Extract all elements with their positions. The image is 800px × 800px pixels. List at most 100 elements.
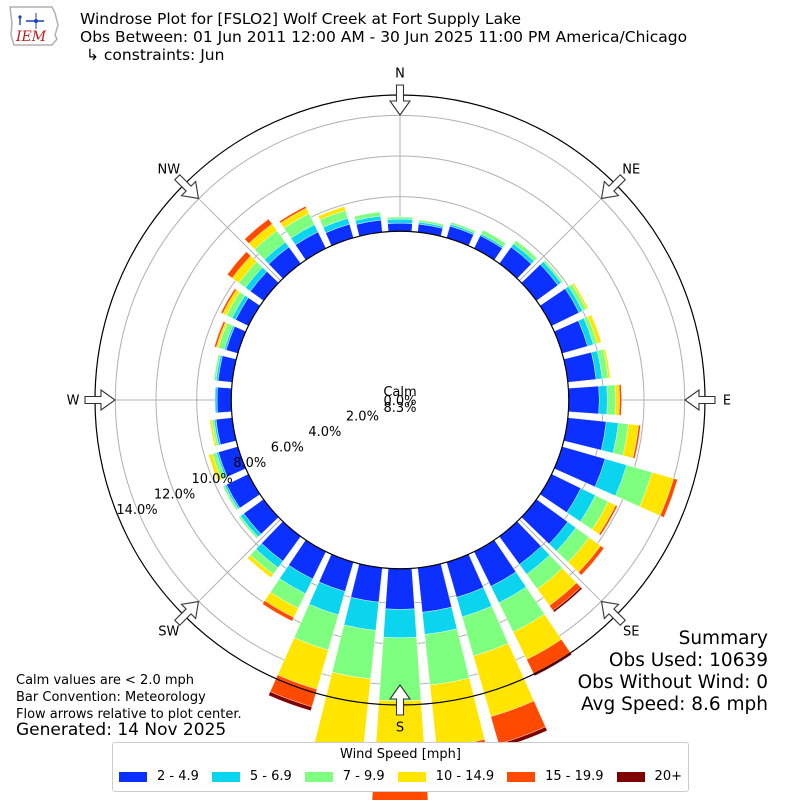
compass-label: S	[396, 721, 404, 736]
windrose-bar-segment	[614, 384, 620, 416]
windrose-bar-segment	[598, 504, 618, 536]
flow-arrow-icon	[388, 84, 412, 116]
legend-swatch	[616, 771, 645, 782]
windrose-bar-segment	[480, 229, 507, 247]
windrose-bar-segment	[331, 624, 376, 680]
compass-label: E	[723, 394, 731, 409]
chart-title: Windrose Plot for [FSLO2] Wolf Creek at …	[80, 10, 522, 28]
bar-convention-note: Bar Convention: Meteorology	[16, 690, 206, 705]
radial-tick-label: 0.0%	[383, 394, 416, 409]
windrose-bar-segment	[513, 240, 538, 262]
windrose-bar-segment	[571, 282, 589, 310]
windrose-bar-segment	[417, 563, 452, 613]
calm-note: Calm values are < 2.0 mph	[16, 673, 195, 688]
windrose-bar-segment	[563, 417, 607, 451]
windrose-bar-segment	[268, 691, 313, 712]
flow-arrow-icon	[600, 174, 626, 200]
windrose-bar-segment	[214, 321, 226, 348]
legend-swatch	[304, 771, 333, 782]
flow-arrow-icon	[174, 174, 200, 200]
calm-circle	[230, 230, 570, 570]
flow-arrow-icon	[600, 600, 626, 626]
windrose-bar-segment	[226, 251, 252, 279]
windrose-bar-segment	[222, 485, 239, 511]
constraints-text: ↳ constraints: Jun	[86, 46, 225, 64]
windrose-bar-segment	[247, 554, 274, 578]
windrose-bar-segment	[343, 597, 379, 631]
legend-items: 2 - 4.9 5 - 6.9 7 - 9.9 10 - 14.9 15 - 19.9 2…	[119, 769, 682, 784]
flow-arrow-icon	[174, 600, 200, 626]
compass-label: SW	[158, 625, 179, 640]
iem-logo: IEM	[6, 5, 62, 51]
legend-label: 15 - 19.9	[545, 769, 604, 784]
windrose-bar-segment	[383, 608, 417, 639]
compass-label: N	[395, 67, 405, 82]
windrose-bar-segment	[213, 354, 221, 381]
legend-item: 7 - 9.9	[304, 769, 385, 784]
windrose-bar-segment	[602, 348, 611, 379]
calm-label: Calm	[383, 385, 416, 400]
windrose-bar-segment	[385, 568, 415, 610]
windrose-bar-segment	[279, 206, 307, 224]
flow-arrow-icon	[84, 388, 116, 412]
windrose-bar-segment	[209, 419, 217, 447]
summary-obs-without-wind: Obs Without Wind: 0	[577, 672, 768, 693]
windrose-bar-segment	[387, 222, 413, 232]
radial-tick-label: 4.0%	[308, 425, 341, 440]
windrose-bar-segment	[350, 563, 383, 603]
windrose-bar-segment	[262, 600, 295, 622]
windrose-bar-segment	[632, 424, 641, 459]
radial-tick-label: 14.0%	[116, 503, 157, 518]
windrose-bar-segment	[244, 218, 273, 244]
calm-value: 8.3%	[383, 401, 416, 416]
generated-date: Generated: 14 Nov 2025	[16, 720, 227, 740]
legend-label: 20+	[654, 769, 682, 784]
radial-tick-label: 6.0%	[271, 441, 304, 456]
windrose-bar-segment	[552, 586, 583, 613]
radial-tick-label: 10.0%	[191, 472, 232, 487]
compass-label: NE	[622, 162, 640, 177]
windrose-bar-segment	[387, 218, 413, 224]
obs-period: Obs Between: 01 Jun 2011 12:00 AM - 30 J…	[80, 28, 688, 46]
windrose-bar-segment	[606, 384, 616, 416]
legend-item: 5 - 6.9	[211, 769, 292, 784]
legend-item: 10 - 14.9	[397, 769, 495, 784]
flow-arrow-icon	[684, 388, 716, 412]
windrose-bar-segment	[659, 478, 678, 518]
windrose-bar-segment	[450, 221, 476, 234]
windrose-bar-segment	[220, 288, 237, 314]
windrose-bar-segment	[214, 386, 218, 414]
windrose-bar-segment	[317, 206, 346, 221]
legend-swatch	[119, 771, 147, 782]
legend-swatch	[397, 771, 426, 782]
windrose-bar-segment	[598, 385, 608, 415]
legend-item: 15 - 19.9	[507, 769, 604, 784]
legend-swatch	[507, 771, 536, 782]
legend: Wind Speed [mph] 2 - 4.9 5 - 6.9 7 - 9.9 10…	[112, 742, 689, 792]
legend-swatch	[211, 771, 240, 782]
windrose-bar-segment	[578, 545, 605, 576]
windrose-bar-segment	[314, 672, 371, 753]
windrose-bar-segment	[387, 216, 413, 220]
legend-label: 10 - 14.9	[435, 769, 495, 784]
windrose-bar-segment	[587, 314, 602, 344]
windrose-bar-segment	[238, 515, 259, 539]
radial-tick-label: 2.0%	[346, 410, 379, 425]
legend-item: 20+	[616, 769, 682, 784]
legend-title: Wind Speed [mph]	[340, 747, 461, 762]
summary-avg-speed: Avg Speed: 8.6 mph	[580, 694, 768, 715]
windrose-bar-segment	[543, 259, 564, 284]
windrose-bar-segment	[216, 387, 232, 413]
radial-tick-label: 8.0%	[233, 456, 266, 471]
summary-obs-used: Obs Used: 10639	[608, 650, 768, 671]
flow-arrow-icon	[388, 684, 412, 716]
windrose-bar-segment	[418, 219, 445, 227]
summary-panel: Summary Obs Used: 10639 Obs Without Wind…	[578, 628, 768, 716]
svg-text:IEM: IEM	[15, 29, 47, 45]
compass-label: SE	[623, 625, 639, 640]
windrose-bar-segment	[354, 211, 381, 221]
windrose-bar-segment	[429, 677, 485, 749]
flow-arrows-note: Flow arrows relative to plot center.	[16, 707, 242, 722]
